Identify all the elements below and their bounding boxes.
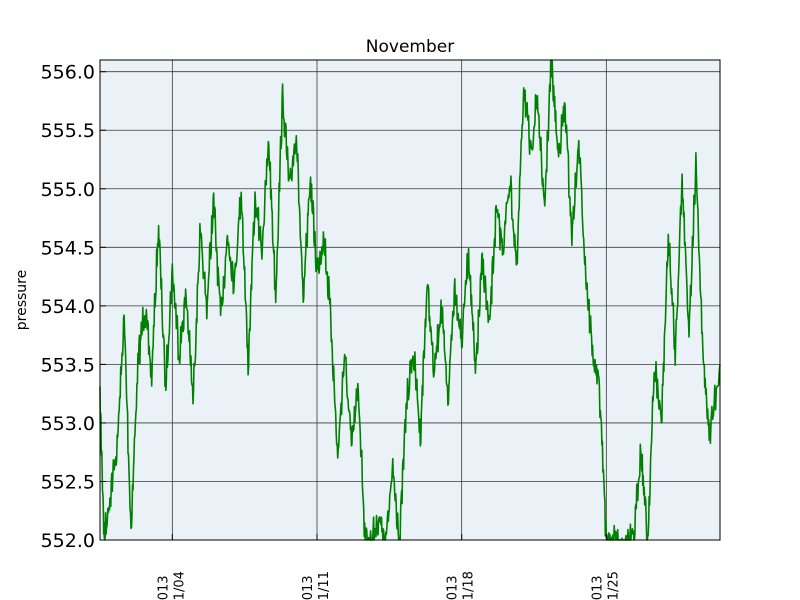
- x-tick-label-year: 2013: [590, 575, 605, 600]
- x-tick-label-year: 2013: [301, 575, 316, 600]
- x-tick-label-date: /11/25: [606, 571, 621, 600]
- x-tick-label: 2013/11/25: [590, 571, 621, 600]
- x-tick-label-date: /11/18: [462, 571, 477, 600]
- y-tick-label: 553.0: [41, 413, 95, 435]
- plot-area: [100, 60, 720, 540]
- y-tick-label: 552.5: [41, 471, 95, 493]
- x-tick-label-date: /11/11: [317, 571, 332, 600]
- x-tick-label: 2013/11/04: [156, 571, 187, 600]
- x-tick-label: 2013/11/11: [301, 571, 332, 600]
- y-tick-label: 556.0: [41, 62, 95, 84]
- y-tick-label: 553.5: [41, 354, 95, 376]
- plot-frame: [99, 59, 721, 541]
- y-tick-label: 555.5: [41, 120, 95, 142]
- y-axis-label: pressure: [14, 270, 30, 330]
- y-tick-label: 552.0: [41, 530, 95, 552]
- ticks: 552.0 552.5 553.0 553.5 554.0 554.5 555.0 555.5…: [41, 62, 622, 600]
- grid: [100, 60, 720, 541]
- x-tick-label-date: /11/04: [172, 571, 187, 600]
- chart-title: November: [366, 37, 454, 57]
- x-tick-label: 2013/11/18: [446, 571, 477, 600]
- y-tick-label: 554.0: [41, 296, 95, 318]
- x-tick-label-year: 2013: [446, 575, 461, 600]
- y-tick-label: 555.0: [41, 179, 95, 201]
- x-tick-label-year: 2013: [156, 575, 171, 600]
- y-tick-label: 554.5: [41, 237, 95, 259]
